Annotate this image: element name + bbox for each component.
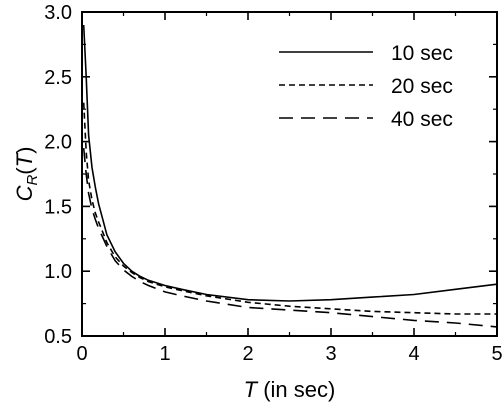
x-axis-label-text: (in sec) bbox=[257, 377, 335, 402]
y-axis-label-arg: T bbox=[12, 152, 37, 167]
series-line-1 bbox=[82, 24, 498, 302]
x-tick-label: 3 bbox=[325, 343, 336, 365]
y-axis-label-sub: R bbox=[24, 175, 41, 186]
y-axis-label-main: C bbox=[12, 185, 37, 201]
x-tick-label: 2 bbox=[242, 343, 253, 365]
series-line-2 bbox=[82, 102, 497, 315]
x-tick-label: 0 bbox=[76, 343, 87, 365]
x-tick-label: 4 bbox=[408, 343, 419, 365]
y-tick-label: 2.5 bbox=[44, 67, 72, 89]
curves-layer bbox=[82, 24, 498, 328]
x-axis-label: T (in sec) bbox=[244, 377, 336, 402]
x-axis-label-symbol: T bbox=[244, 377, 259, 402]
legend-label-2: 20 sec bbox=[391, 75, 453, 98]
legend-label-1: 10 sec bbox=[391, 42, 453, 65]
y-tick-label: 1.0 bbox=[44, 261, 72, 283]
y-axis-label-close: ) bbox=[12, 147, 37, 154]
y-tick-label: 3.0 bbox=[44, 2, 72, 24]
y-tick-label: 1.5 bbox=[44, 196, 72, 218]
ticks-layer: 0 1 2 3 4 5 0.5 1.0 1.5 2.0 2.5 3.0 bbox=[44, 2, 502, 365]
x-tick-label: 1 bbox=[159, 343, 170, 365]
legend: 10 sec 20 sec 40 sec bbox=[279, 42, 453, 131]
y-axis-label: CR(T) bbox=[12, 147, 41, 202]
y-axis-label-open: ( bbox=[12, 167, 37, 175]
legend-label-3: 40 sec bbox=[391, 108, 453, 131]
series-line-3 bbox=[82, 148, 498, 328]
x-tick-label: 5 bbox=[491, 343, 502, 365]
y-tick-label: 2.0 bbox=[44, 132, 72, 154]
y-tick-label: 0.5 bbox=[44, 326, 72, 348]
